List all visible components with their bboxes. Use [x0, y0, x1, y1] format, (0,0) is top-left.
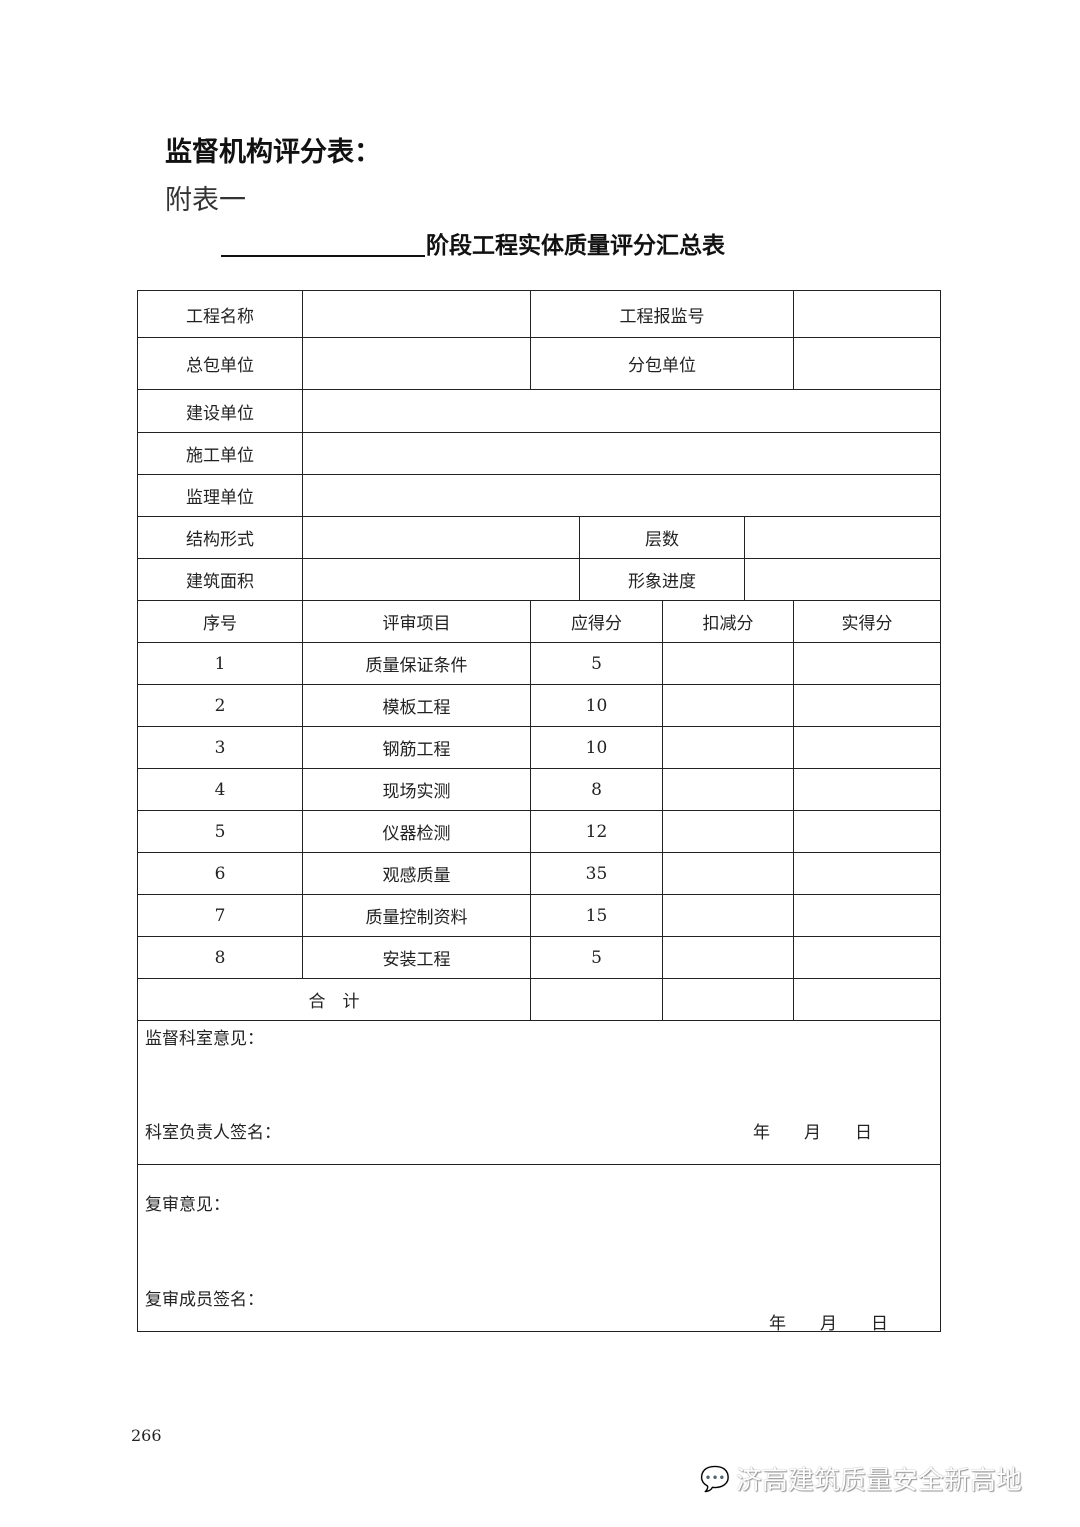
column-header-full-score: 应得分	[530, 600, 663, 643]
section-opinion-sign: 科室负责人签名：	[145, 1123, 281, 1143]
value-project-name	[302, 290, 531, 338]
item-no: 8	[137, 936, 303, 979]
value-subcontractor	[793, 337, 941, 390]
item-full-score: 5	[530, 936, 663, 979]
item-name: 钢筋工程	[302, 726, 531, 769]
item-actual-score	[793, 642, 941, 685]
item-deduction	[662, 768, 794, 811]
item-deduction	[662, 642, 794, 685]
item-name: 现场实测	[302, 768, 531, 811]
section-opinion-date: 年 月 日	[753, 1123, 872, 1143]
item-name: 模板工程	[302, 684, 531, 727]
item-deduction	[662, 936, 794, 979]
total-deduction	[662, 978, 794, 1021]
item-actual-score	[793, 894, 941, 937]
item-full-score: 12	[530, 810, 663, 853]
label-floors: 层数	[579, 516, 745, 559]
value-report-no	[793, 290, 941, 338]
item-actual-score	[793, 810, 941, 853]
item-actual-score	[793, 936, 941, 979]
review-label: 复审意见：	[145, 1195, 230, 1215]
value-general-contractor	[302, 337, 531, 390]
item-full-score: 10	[530, 726, 663, 769]
item-no: 7	[137, 894, 303, 937]
item-deduction	[662, 894, 794, 937]
label-supervisor: 监理单位	[137, 474, 303, 517]
stage-blank-line	[221, 255, 425, 257]
item-no: 1	[137, 642, 303, 685]
review-sign: 复审成员签名：	[145, 1290, 264, 1310]
item-full-score: 15	[530, 894, 663, 937]
item-full-score: 8	[530, 768, 663, 811]
item-name: 质量保证条件	[302, 642, 531, 685]
appendix-label: 附表一	[165, 185, 246, 216]
label-subcontractor: 分包单位	[530, 337, 794, 390]
label-area: 建筑面积	[137, 558, 303, 601]
value-area	[302, 558, 580, 601]
item-full-score: 5	[530, 642, 663, 685]
column-header-no: 序号	[137, 600, 303, 643]
column-header-deduction: 扣减分	[662, 600, 794, 643]
value-progress	[744, 558, 941, 601]
item-name: 质量控制资料	[302, 894, 531, 937]
item-deduction	[662, 684, 794, 727]
label-owner: 建设单位	[137, 389, 303, 433]
item-no: 6	[137, 852, 303, 895]
section-opinion-label: 监督科室意见：	[145, 1029, 264, 1049]
item-deduction	[662, 726, 794, 769]
wechat-icon: 💬	[700, 1464, 730, 1493]
watermark: 💬 济高建筑质量安全新高地	[700, 1460, 1022, 1497]
item-actual-score	[793, 684, 941, 727]
label-progress: 形象进度	[579, 558, 745, 601]
item-actual-score	[793, 768, 941, 811]
total-full-score	[530, 978, 663, 1021]
value-owner	[302, 389, 941, 433]
item-deduction	[662, 810, 794, 853]
item-no: 5	[137, 810, 303, 853]
label-report-no: 工程报监号	[530, 290, 794, 338]
item-actual-score	[793, 726, 941, 769]
item-no: 4	[137, 768, 303, 811]
value-floors	[744, 516, 941, 559]
label-general-contractor: 总包单位	[137, 337, 303, 390]
value-builder	[302, 432, 941, 475]
item-name: 观感质量	[302, 852, 531, 895]
column-header-item: 评审项目	[302, 600, 531, 643]
watermark-text: 济高建筑质量安全新高地	[735, 1466, 1022, 1496]
item-no: 3	[137, 726, 303, 769]
page-heading: 监督机构评分表：	[165, 137, 381, 168]
value-supervisor	[302, 474, 941, 517]
item-actual-score	[793, 852, 941, 895]
item-no: 2	[137, 684, 303, 727]
page-number: 266	[131, 1426, 162, 1445]
item-full-score: 10	[530, 684, 663, 727]
total-actual-score	[793, 978, 941, 1021]
item-name: 安装工程	[302, 936, 531, 979]
item-name: 仪器检测	[302, 810, 531, 853]
column-header-actual-score: 实得分	[793, 600, 941, 643]
review-date: 年 月 日	[769, 1314, 888, 1334]
total-label: 合 计	[137, 978, 531, 1021]
label-builder: 施工单位	[137, 432, 303, 475]
table-title: 阶段工程实体质量评分汇总表	[426, 233, 725, 259]
review-box	[137, 1164, 941, 1332]
item-deduction	[662, 852, 794, 895]
label-structure: 结构形式	[137, 516, 303, 559]
label-project-name: 工程名称	[137, 290, 303, 338]
value-structure	[302, 516, 580, 559]
item-full-score: 35	[530, 852, 663, 895]
